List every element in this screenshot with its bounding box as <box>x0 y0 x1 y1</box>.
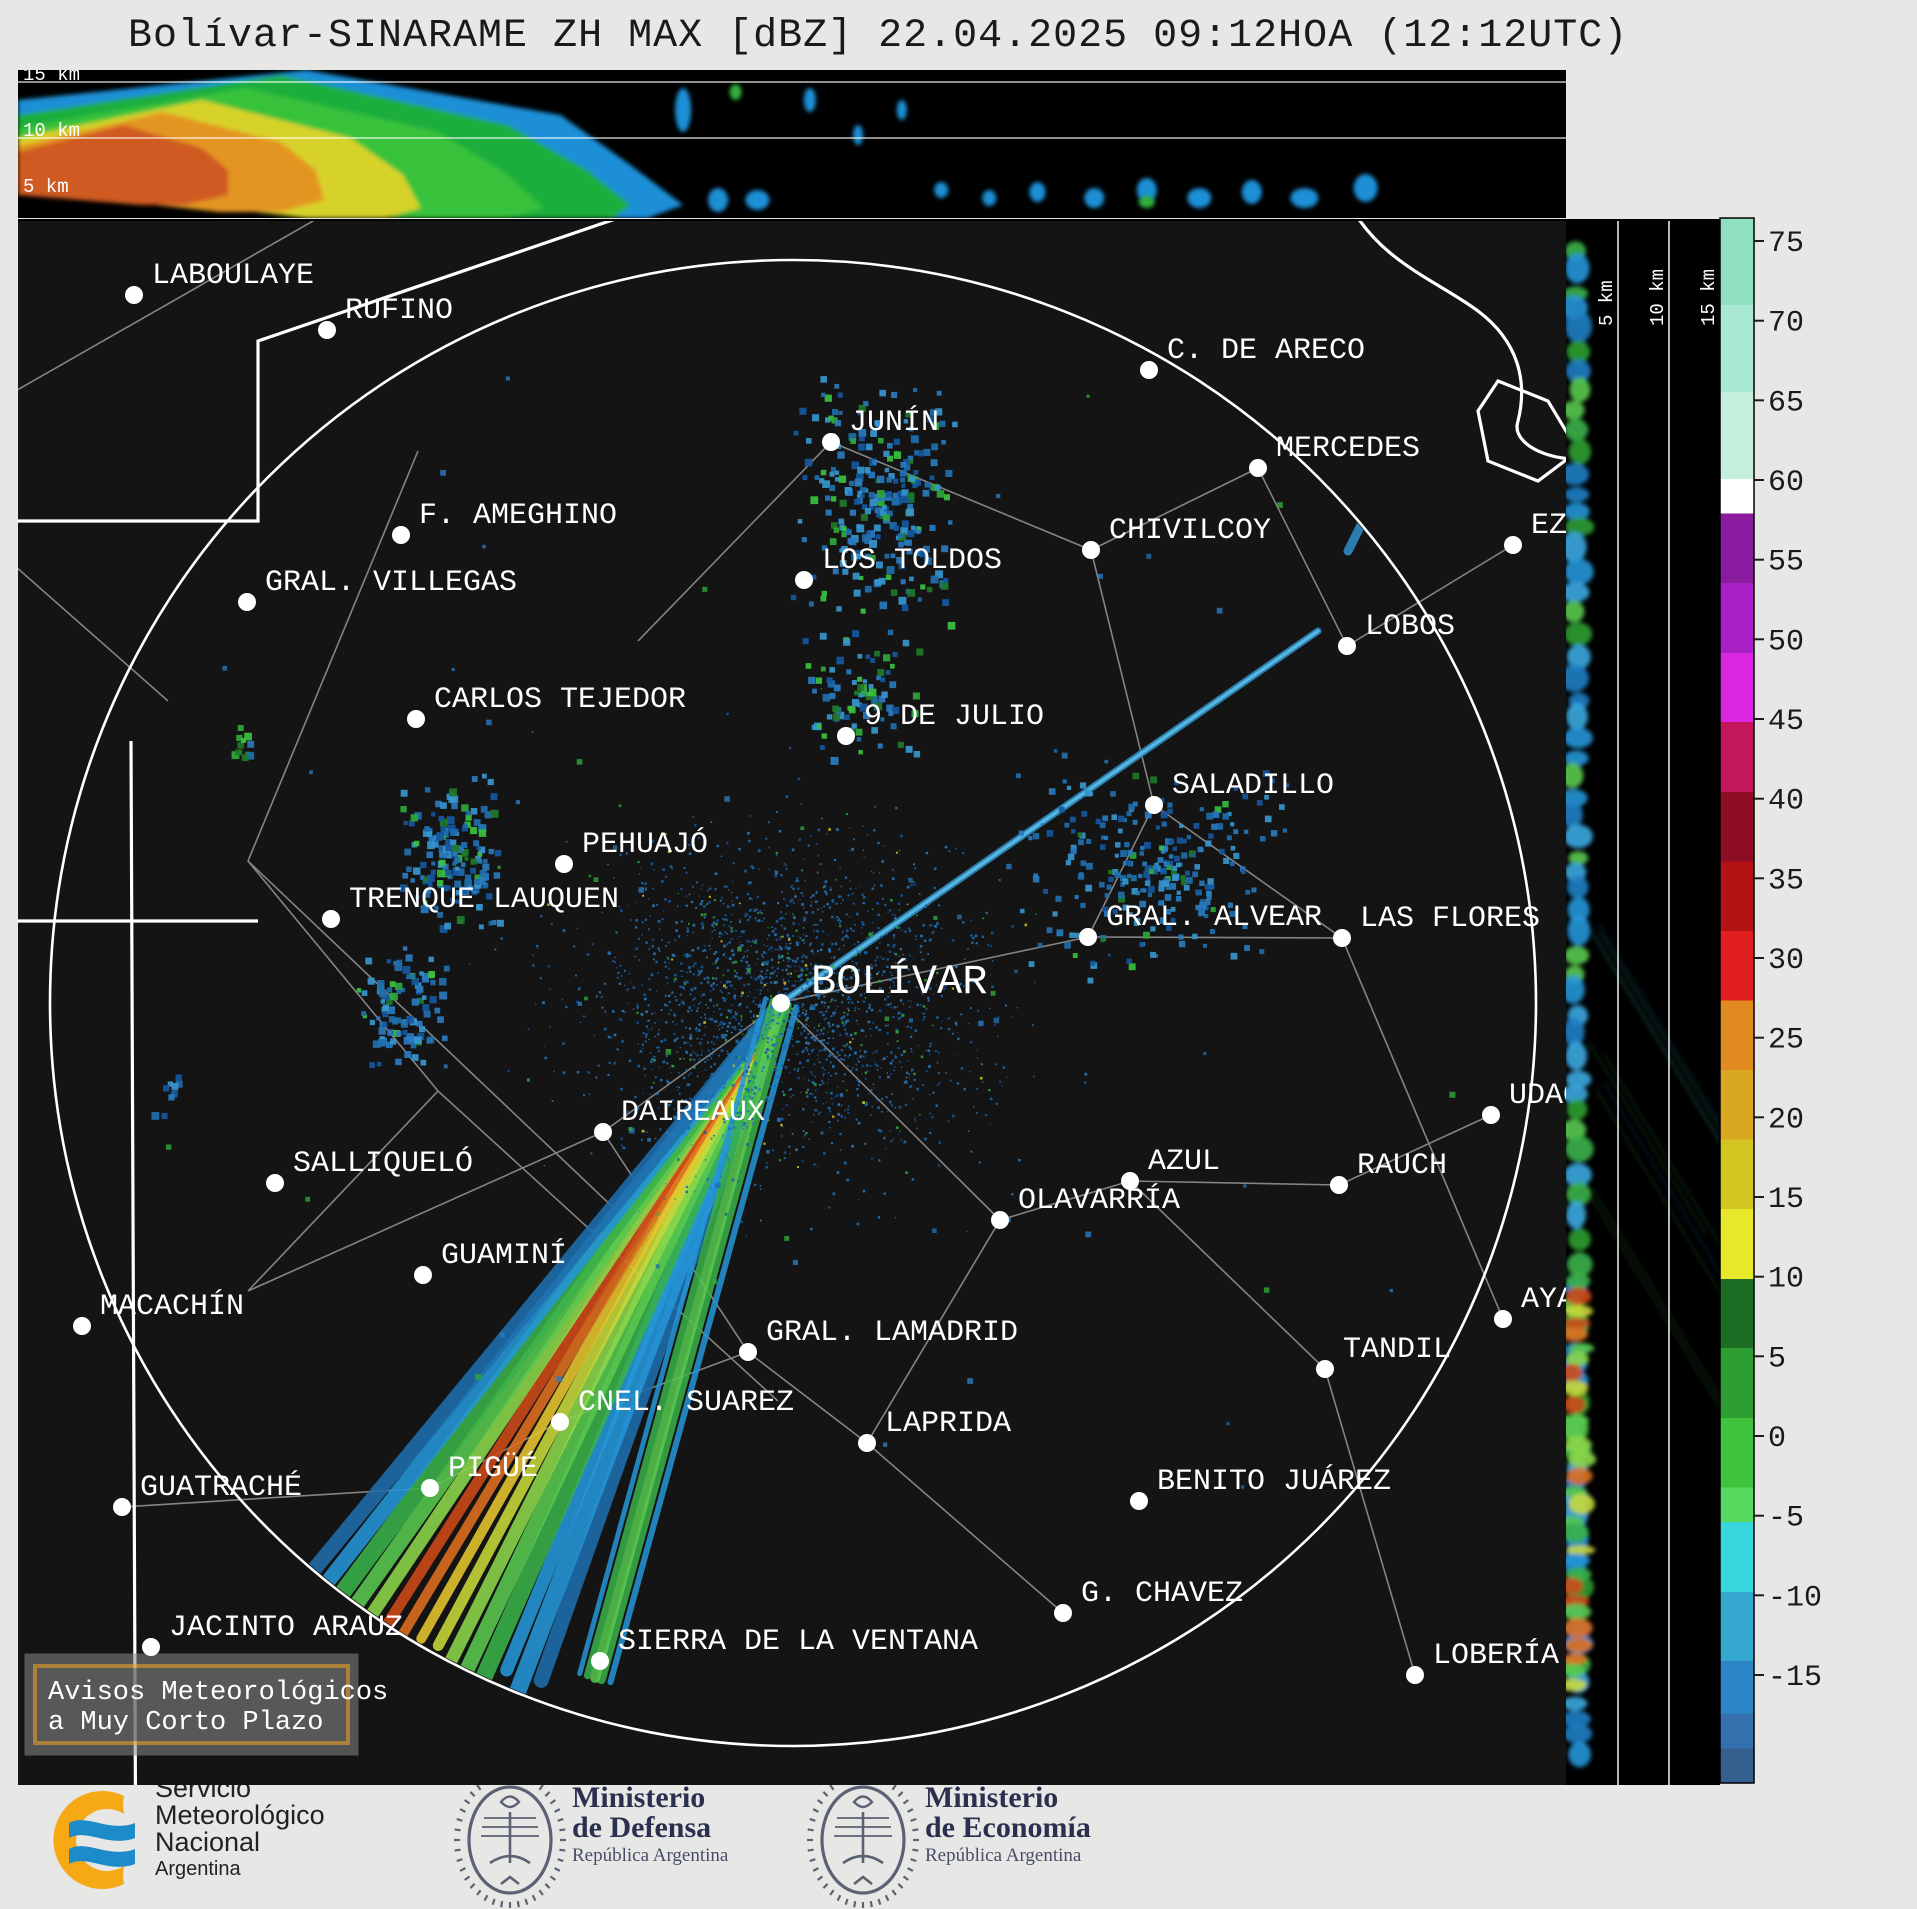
svg-text:de Defensa: de Defensa <box>572 1811 711 1844</box>
svg-text:RAUCH: RAUCH <box>1357 1149 1447 1183</box>
svg-text:PEHUAJÓ: PEHUAJÓ <box>582 827 708 862</box>
svg-text:LOBERÍA: LOBERÍA <box>1433 1638 1559 1673</box>
svg-text:C. DE ARECO: C. DE ARECO <box>1167 334 1365 368</box>
svg-text:LOS TOLDOS: LOS TOLDOS <box>822 544 1002 578</box>
svg-text:-15: -15 <box>1768 1661 1822 1695</box>
svg-text:JACINTO ARAUZ: JACINTO ARAUZ <box>169 1611 403 1645</box>
svg-text:Nacional: Nacional <box>155 1827 260 1857</box>
svg-text:5: 5 <box>1768 1342 1786 1376</box>
svg-text:40: 40 <box>1768 785 1804 819</box>
svg-text:GUATRACHÉ: GUATRACHÉ <box>140 1470 302 1505</box>
svg-text:TRENQUE LAUQUEN: TRENQUE LAUQUEN <box>349 883 619 917</box>
svg-text:RUFINO: RUFINO <box>345 294 453 328</box>
svg-text:GRAL. ALVEAR: GRAL. ALVEAR <box>1106 901 1322 935</box>
svg-text:SALADILLO: SALADILLO <box>1172 769 1334 803</box>
svg-text:TANDIL: TANDIL <box>1343 1333 1451 1367</box>
svg-text:20: 20 <box>1768 1103 1804 1137</box>
svg-text:15 km: 15 km <box>1698 269 1720 326</box>
svg-text:45: 45 <box>1768 705 1804 739</box>
svg-text:15 km: 15 km <box>23 70 80 86</box>
svg-text:LOBOS: LOBOS <box>1365 610 1455 644</box>
svg-text:AYACUCHO: AYACUCHO <box>1521 1283 1566 1317</box>
svg-text:Avisos Meteorológicos: Avisos Meteorológicos <box>48 1678 388 1708</box>
svg-text:CNEL. SUAREZ: CNEL. SUAREZ <box>578 1386 794 1420</box>
svg-text:5 km: 5 km <box>23 176 69 198</box>
svg-text:BENITO JUÁREZ: BENITO JUÁREZ <box>1157 1464 1391 1499</box>
svg-text:10: 10 <box>1768 1263 1804 1297</box>
svg-text:SALLIQUELÓ: SALLIQUELÓ <box>293 1146 473 1181</box>
svg-text:30: 30 <box>1768 944 1804 978</box>
svg-text:LABOULAYE: LABOULAYE <box>152 259 314 293</box>
svg-text:de Economía: de Economía <box>925 1811 1091 1844</box>
svg-text:República Argentina: República Argentina <box>572 1845 729 1866</box>
svg-text:75: 75 <box>1768 227 1804 261</box>
svg-text:República Argentina: República Argentina <box>925 1845 1082 1866</box>
svg-text:F. AMEGHINO: F. AMEGHINO <box>419 499 617 533</box>
svg-text:LAPRIDA: LAPRIDA <box>885 1407 1011 1441</box>
svg-text:-5: -5 <box>1768 1502 1804 1536</box>
svg-text:15: 15 <box>1768 1183 1804 1217</box>
svg-text:-10: -10 <box>1768 1581 1822 1615</box>
svg-text:CARLOS TEJEDOR: CARLOS TEJEDOR <box>434 683 686 717</box>
svg-text:CHIVILCOY: CHIVILCOY <box>1109 514 1271 548</box>
svg-text:AZUL: AZUL <box>1148 1145 1220 1179</box>
svg-text:GUAMINÍ: GUAMINÍ <box>441 1238 567 1273</box>
svg-text:PIGÜÉ: PIGÜÉ <box>448 1451 538 1486</box>
svg-text:60: 60 <box>1768 466 1804 500</box>
svg-text:JUNÍN: JUNÍN <box>849 405 939 440</box>
svg-text:9 DE JULIO: 9 DE JULIO <box>864 700 1044 734</box>
svg-text:MERCEDES: MERCEDES <box>1276 432 1420 466</box>
svg-text:GRAL. VILLEGAS: GRAL. VILLEGAS <box>265 566 517 600</box>
svg-text:EZEIZA: EZEIZA <box>1531 509 1566 543</box>
svg-text:GRAL. LAMADRID: GRAL. LAMADRID <box>766 1316 1018 1350</box>
svg-text:0: 0 <box>1768 1422 1786 1456</box>
svg-text:DAIREAUX: DAIREAUX <box>621 1096 765 1130</box>
svg-text:OLAVARRÍA: OLAVARRÍA <box>1018 1183 1180 1218</box>
svg-text:MACACHÍN: MACACHÍN <box>100 1289 244 1324</box>
svg-text:BOLÍVAR: BOLÍVAR <box>811 957 987 1006</box>
svg-text:25: 25 <box>1768 1024 1804 1058</box>
svg-text:65: 65 <box>1768 386 1804 420</box>
svg-text:10 km: 10 km <box>1647 269 1669 326</box>
svg-text:70: 70 <box>1768 307 1804 341</box>
svg-text:Ministerio: Ministerio <box>572 1785 705 1814</box>
svg-text:G. CHAVEZ: G. CHAVEZ <box>1081 1577 1243 1611</box>
svg-text:35: 35 <box>1768 864 1804 898</box>
svg-text:Argentina: Argentina <box>155 1858 241 1880</box>
svg-text:Meteorológico: Meteorológico <box>155 1800 325 1830</box>
svg-text:LAS FLORES: LAS FLORES <box>1360 902 1540 936</box>
svg-text:UDAQUIOLA: UDAQUIOLA <box>1509 1079 1566 1113</box>
svg-text:a Muy Corto Plazo: a Muy Corto Plazo <box>48 1708 323 1738</box>
svg-text:SIERRA DE LA VENTANA: SIERRA DE LA VENTANA <box>618 1625 978 1659</box>
svg-text:Ministerio: Ministerio <box>925 1785 1058 1814</box>
svg-text:5 km: 5 km <box>1596 280 1618 326</box>
svg-text:10 km: 10 km <box>23 120 80 142</box>
svg-text:50: 50 <box>1768 625 1804 659</box>
svg-text:55: 55 <box>1768 546 1804 580</box>
